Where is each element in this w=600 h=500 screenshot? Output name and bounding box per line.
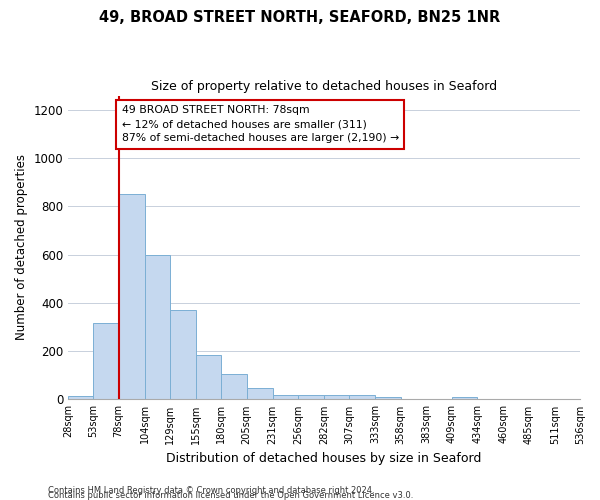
Bar — [349, 394, 376, 400]
Text: Contains HM Land Registry data © Crown copyright and database right 2024.: Contains HM Land Registry data © Crown c… — [48, 486, 374, 495]
Bar — [68, 396, 94, 400]
Bar — [145, 255, 170, 400]
Bar — [452, 397, 477, 400]
Bar — [324, 395, 349, 400]
X-axis label: Distribution of detached houses by size in Seaford: Distribution of detached houses by size … — [166, 452, 482, 465]
Bar — [247, 388, 272, 400]
Bar — [119, 194, 145, 400]
Bar — [196, 355, 221, 400]
Title: Size of property relative to detached houses in Seaford: Size of property relative to detached ho… — [151, 80, 497, 93]
Bar — [376, 397, 401, 400]
Text: Contains public sector information licensed under the Open Government Licence v3: Contains public sector information licen… — [48, 491, 413, 500]
Bar — [221, 374, 247, 400]
Y-axis label: Number of detached properties: Number of detached properties — [15, 154, 28, 340]
Text: 49, BROAD STREET NORTH, SEAFORD, BN25 1NR: 49, BROAD STREET NORTH, SEAFORD, BN25 1N… — [100, 10, 500, 25]
Bar — [272, 394, 298, 400]
Bar — [170, 310, 196, 400]
Bar — [298, 395, 324, 400]
Text: 49 BROAD STREET NORTH: 78sqm
← 12% of detached houses are smaller (311)
87% of s: 49 BROAD STREET NORTH: 78sqm ← 12% of de… — [122, 105, 399, 143]
Bar — [94, 322, 119, 400]
